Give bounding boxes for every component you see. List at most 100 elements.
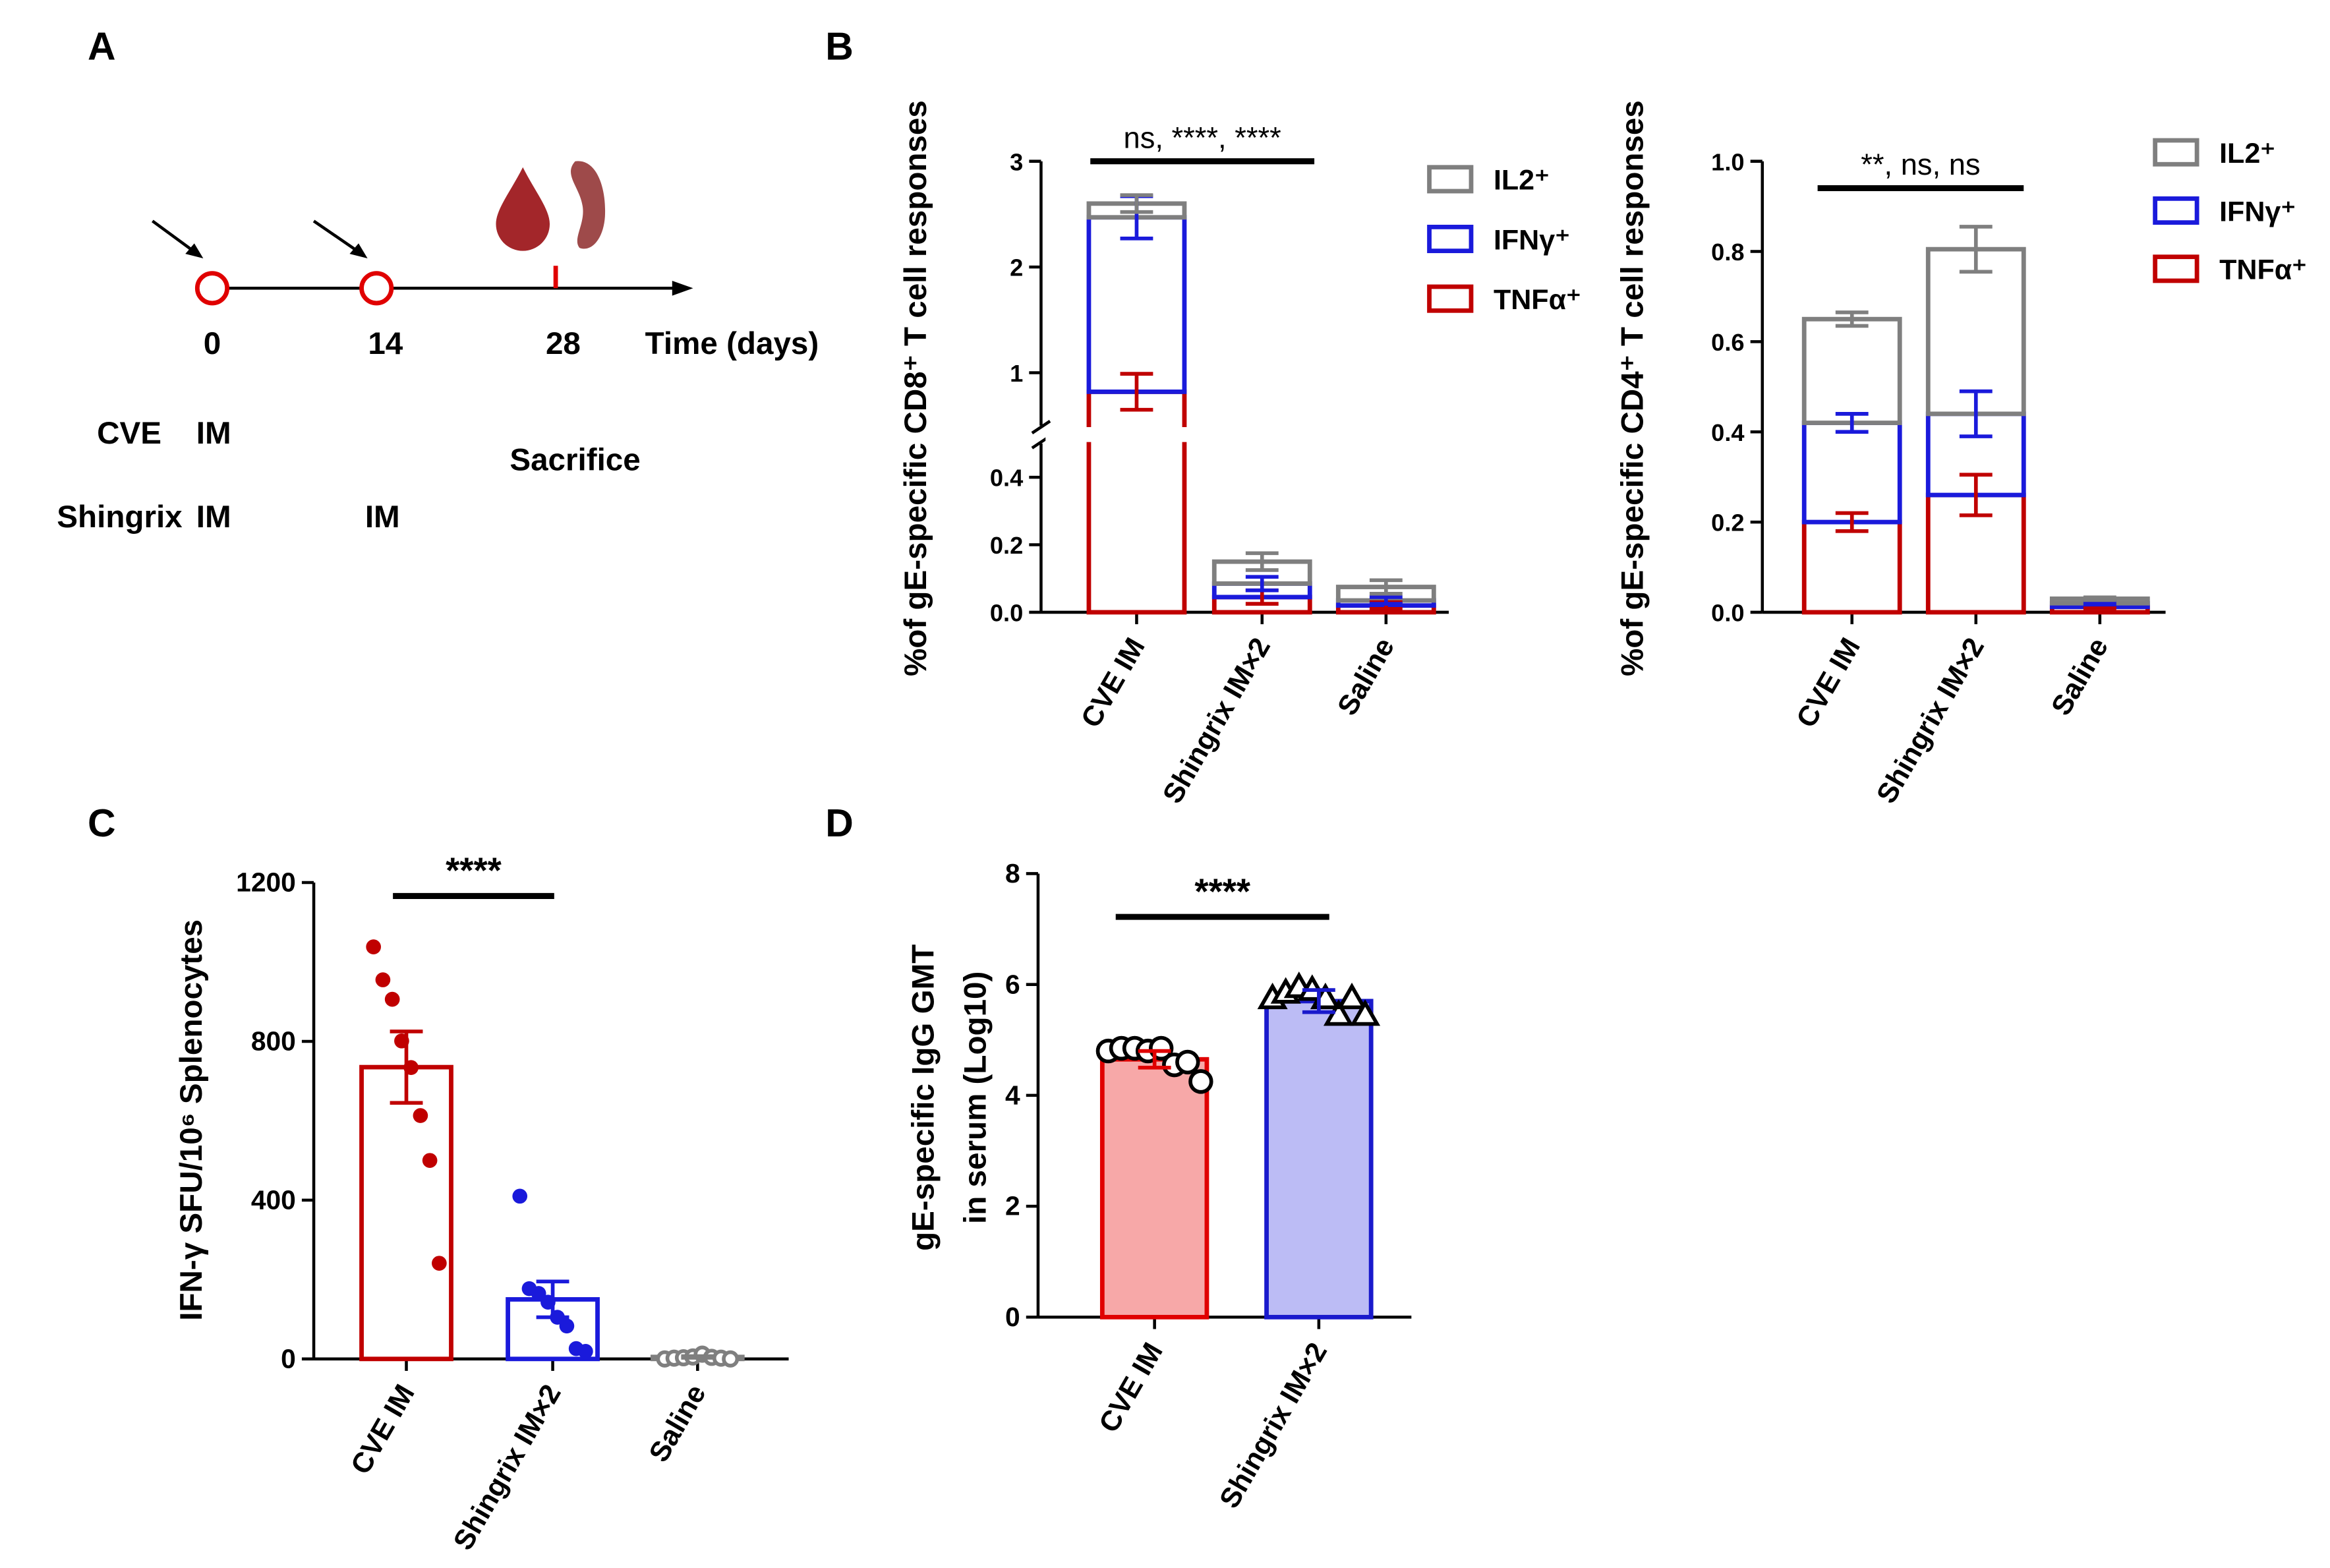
legend-swatch <box>2153 196 2199 225</box>
data-point <box>366 939 381 954</box>
day-label: 0 <box>204 326 221 361</box>
dose-label: IM <box>196 500 231 535</box>
break-gap <box>1045 426 1449 442</box>
x-tick-label: CVE IM <box>1075 633 1151 733</box>
y-tick-label: 1 <box>1010 360 1023 387</box>
data-point <box>559 1318 575 1334</box>
dose-marker <box>359 271 394 306</box>
y-tick-label: 800 <box>251 1026 296 1057</box>
y-tick-label: 3 <box>1010 148 1023 175</box>
y-tick-label: 0.0 <box>990 600 1023 627</box>
y-axis-label: gE-specific IgG GMT <box>906 944 941 1251</box>
legend-swatch <box>1427 165 1474 194</box>
y-tick-label: 8 <box>1005 858 1020 888</box>
bar-segment <box>1801 421 1902 525</box>
panel-label: D <box>825 802 854 845</box>
data-point <box>1175 1049 1200 1075</box>
legend-swatch <box>1427 284 1474 313</box>
legend-swatch <box>2153 138 2199 167</box>
data-point <box>432 1256 447 1271</box>
y-tick-label: 0.2 <box>1711 509 1744 537</box>
x-tick-label: CVE IM <box>1093 1337 1169 1437</box>
y-tick-label: 1.0 <box>1711 148 1744 175</box>
data-point <box>384 991 400 1007</box>
y-tick-label: 0.6 <box>1711 329 1744 356</box>
x-tick-label: Shingrix IM×2 <box>448 1379 568 1555</box>
dose-label: IM <box>196 416 231 451</box>
arrowhead <box>349 243 368 258</box>
x-tick-label: Saline <box>643 1379 713 1468</box>
axis-break <box>1031 420 1051 434</box>
spleen-icon <box>571 161 606 249</box>
timeline: 0 14 28 Time (days) CVE IM Shingrix IM I… <box>57 161 819 535</box>
x-tick-label: Saline <box>1331 633 1401 721</box>
timeline-axis-label: Time (days) <box>645 326 819 361</box>
significance-label: **, ns, ns <box>1861 148 1980 181</box>
y-axis-label: %of gE-specific CD4⁺ T cell responses <box>1616 100 1650 676</box>
group-name: Shingrix <box>57 500 183 535</box>
y-axis-label: in serum (Log10) <box>958 972 993 1224</box>
y-tick-label: 0.0 <box>1711 600 1744 627</box>
y-tick-label: 0 <box>281 1343 296 1374</box>
y-tick-label: 6 <box>1005 969 1020 999</box>
data-point <box>722 1350 740 1368</box>
bar-segment <box>1801 519 1902 615</box>
arrowhead <box>185 243 204 258</box>
bar-segment <box>1801 316 1902 425</box>
y-tick-label: 4 <box>1005 1080 1020 1110</box>
data-point <box>375 972 391 987</box>
legend-label: IFNγ⁺ <box>1494 224 1570 256</box>
significance-label: **** <box>1194 871 1250 912</box>
x-tick-label: Shingrix IM×2 <box>1871 633 1991 809</box>
endpoint-label: Sacrifice <box>510 443 640 478</box>
y-tick-label: 2 <box>1005 1191 1020 1221</box>
data-point <box>1350 999 1381 1026</box>
data-point <box>413 1108 428 1123</box>
y-tick-label: 0.4 <box>1711 419 1744 446</box>
bar <box>1264 999 1374 1320</box>
bar-segment <box>1086 389 1187 615</box>
panel-label: C <box>88 802 116 845</box>
y-tick-label: 0.2 <box>990 532 1023 559</box>
significance-label: **** <box>446 850 502 890</box>
significance-label: ns, ****, **** <box>1124 121 1281 154</box>
arrow <box>152 219 198 255</box>
x-tick-label: CVE IM <box>345 1379 421 1480</box>
day-label: 28 <box>546 326 581 361</box>
bar-segment <box>1086 215 1187 394</box>
data-point <box>531 1286 546 1301</box>
legend-swatch <box>1427 224 1474 254</box>
legend-swatch <box>2153 254 2199 283</box>
data-point <box>578 1344 593 1359</box>
data-point <box>1337 982 1368 1010</box>
x-tick-label: CVE IM <box>1790 633 1867 733</box>
y-axis-label: %of gE-specific CD8⁺ T cell responses <box>898 100 933 676</box>
y-tick-label: 2 <box>1010 254 1023 281</box>
y-tick-label: 400 <box>251 1184 296 1215</box>
dose-marker <box>194 271 230 306</box>
bar-segment <box>1925 247 2026 417</box>
panel-label: A <box>88 26 116 69</box>
group-name: CVE <box>97 416 161 451</box>
y-tick-label: 0.8 <box>1711 239 1744 266</box>
blood-icon <box>496 167 550 251</box>
data-point <box>1188 1069 1213 1094</box>
data-point <box>512 1188 528 1204</box>
x-tick-label: Saline <box>2045 633 2114 721</box>
arrow <box>312 219 363 256</box>
legend-label: TNFα⁺ <box>2219 254 2307 286</box>
x-tick-label: Shingrix IM×2 <box>1157 633 1277 809</box>
day-label: 14 <box>368 326 403 361</box>
y-tick-label: 0 <box>1005 1302 1020 1332</box>
legend-label: IL2⁺ <box>1494 165 1550 196</box>
y-tick-label: 0.4 <box>990 465 1023 492</box>
bar <box>359 1064 453 1362</box>
legend-label: IL2⁺ <box>2219 138 2275 169</box>
bar <box>1099 1057 1209 1320</box>
x-tick-label: Shingrix IM×2 <box>1213 1337 1333 1513</box>
legend-label: IFNγ⁺ <box>2219 196 2296 227</box>
panel-label: B <box>825 26 854 69</box>
data-point <box>422 1153 438 1168</box>
legend-label: TNFα⁺ <box>1494 284 1581 316</box>
